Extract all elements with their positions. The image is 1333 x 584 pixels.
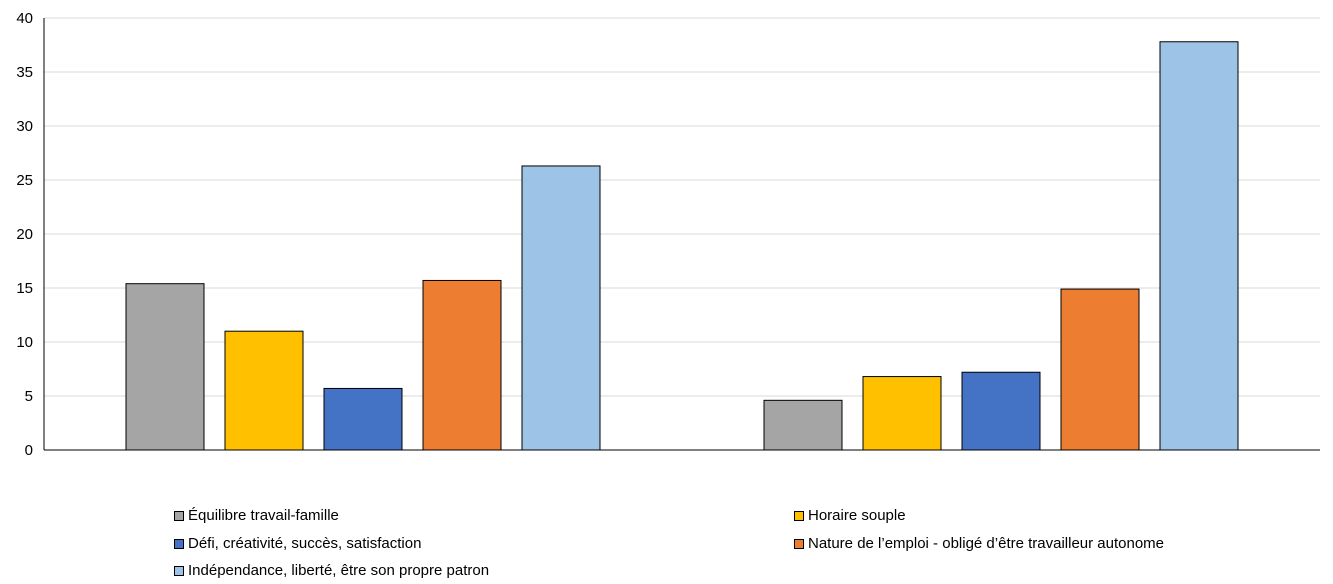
y-tick-label: 30 bbox=[16, 118, 33, 135]
legend-swatch bbox=[174, 539, 184, 549]
y-tick-label: 40 bbox=[16, 10, 33, 27]
legend-label: Horaire souple bbox=[808, 507, 906, 524]
legend-label: Indépendance, liberté, être son propre p… bbox=[188, 562, 490, 579]
legend-swatch bbox=[794, 511, 804, 521]
bar bbox=[1060, 288, 1140, 451]
y-tick-label: 25 bbox=[16, 172, 33, 189]
legend-item: Indépendance, liberté, être son propre p… bbox=[174, 562, 489, 580]
bar bbox=[521, 165, 601, 451]
bar bbox=[862, 376, 942, 451]
bar bbox=[125, 283, 205, 451]
bars bbox=[125, 41, 1239, 451]
legend-swatch bbox=[174, 566, 184, 576]
legend-label: Défi, créativité, succès, satisfaction bbox=[188, 535, 422, 552]
y-tick-label: 5 bbox=[25, 388, 33, 405]
bar bbox=[224, 330, 304, 451]
y-tick-label: 20 bbox=[16, 226, 33, 243]
bar bbox=[961, 371, 1041, 451]
bar bbox=[1159, 41, 1239, 451]
legend-item: Équilibre travail-famille bbox=[174, 507, 339, 525]
bar bbox=[323, 387, 403, 451]
bar bbox=[763, 399, 843, 451]
legend-label: Équilibre travail-famille bbox=[188, 507, 339, 524]
y-tick-label: 35 bbox=[16, 64, 33, 81]
bar bbox=[422, 279, 502, 451]
legend-item: Horaire souple bbox=[794, 507, 906, 525]
legend-swatch bbox=[794, 539, 804, 549]
legend-label: Nature de l’emploi - obligé d’être trava… bbox=[808, 535, 1165, 552]
y-tick-label: 10 bbox=[16, 334, 33, 351]
y-tick-label: 15 bbox=[16, 280, 33, 297]
y-axis-ticks: 0 5 10 15 20 25 30 35 40 bbox=[16, 10, 33, 459]
legend-item: Nature de l’emploi - obligé d’être trava… bbox=[794, 535, 1164, 553]
y-tick-label: 0 bbox=[25, 442, 33, 459]
legend-swatch bbox=[174, 511, 184, 521]
legend-item: Défi, créativité, succès, satisfaction bbox=[174, 535, 421, 553]
